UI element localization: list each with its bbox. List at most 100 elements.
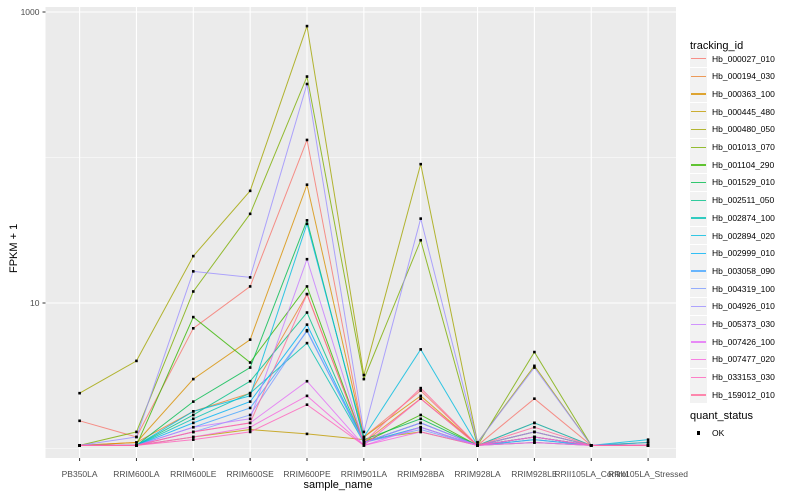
legend-item: Hb_002999_010 <box>690 244 775 262</box>
data-point <box>192 290 195 293</box>
data-point <box>589 444 593 447</box>
data-point <box>305 323 309 326</box>
legend-key-line-icon <box>690 280 707 298</box>
legend-item: Hb_033153_030 <box>690 368 775 386</box>
data-point <box>192 377 195 381</box>
data-point <box>419 389 422 392</box>
data-point <box>248 366 252 369</box>
data-point <box>305 82 309 86</box>
data-point <box>419 413 422 417</box>
data-point <box>305 285 309 288</box>
data-point <box>135 441 138 444</box>
x-tick-label: RRIM928BA <box>397 469 445 479</box>
data-point <box>192 315 195 319</box>
legend-key-color <box>691 181 706 184</box>
legend-key-line-icon <box>690 262 707 280</box>
data-point <box>192 417 195 421</box>
data-point <box>192 413 195 417</box>
data-point <box>135 444 138 447</box>
data-point <box>419 397 422 400</box>
legend-key-line-icon <box>690 85 707 103</box>
legend-item-quant: OK <box>690 424 724 442</box>
data-point <box>78 391 81 395</box>
legend-key-color <box>691 75 706 78</box>
legend-key-color <box>691 199 706 201</box>
data-point <box>362 438 366 441</box>
data-point <box>533 350 536 354</box>
black-square-point-icon <box>696 431 701 435</box>
y-axis-tick-labels: 1000 10 <box>21 7 40 308</box>
data-point <box>135 435 138 439</box>
legend-key-color <box>691 376 706 378</box>
data-point <box>533 425 536 429</box>
data-point <box>248 428 252 431</box>
legend-item-label: Hb_000445_480 <box>712 106 775 117</box>
legend-key-point-icon <box>690 424 707 442</box>
data-point <box>248 361 252 364</box>
x-tick-label: PB350LA <box>62 469 98 479</box>
data-point <box>192 421 195 425</box>
data-point <box>419 430 422 434</box>
x-tick-label: RRIM600LE <box>170 469 217 479</box>
legend-item-label: Hb_004926_010 <box>712 301 775 312</box>
data-point <box>248 421 252 425</box>
data-point <box>192 270 195 273</box>
legend-item: Hb_159012_010 <box>690 386 775 404</box>
data-point <box>419 417 422 421</box>
legend-key-color <box>691 93 706 95</box>
legend-item-label: Hb_002511_050 <box>712 195 775 206</box>
x-tick-label: RRII105LA_Control <box>554 469 628 479</box>
y-tick-label: 1000 <box>21 7 40 17</box>
data-point <box>305 75 309 78</box>
major-gridlines <box>45 7 676 458</box>
x-tick-label: RRIM901LA <box>341 469 388 479</box>
x-axis-tick-labels: PB350LA RRIM600LA RRIM600LE RRIM600SE RRIM60… <box>62 469 689 479</box>
legend-item-label: Hb_004319_100 <box>712 283 775 294</box>
x-axis-title: sample_name <box>303 479 373 491</box>
legend-key-color <box>691 323 706 325</box>
legend-key-line-icon <box>690 386 707 404</box>
legend-key-line-icon <box>690 138 707 156</box>
data-point <box>305 257 309 261</box>
data-point <box>192 410 195 413</box>
data-point <box>248 394 252 398</box>
data-point <box>646 444 650 447</box>
data-point <box>192 425 195 429</box>
legend-item: Hb_002874_100 <box>690 209 775 227</box>
y-axis-title: FPKM + 1 <box>8 223 20 273</box>
legend-item: Hb_001529_010 <box>690 173 775 191</box>
data-point <box>305 311 309 314</box>
legend-title-quant-status: quant_status <box>690 410 753 422</box>
minor-gridlines <box>45 157 676 449</box>
legend-key-line-icon <box>690 209 707 227</box>
legend-item: Hb_003058_090 <box>690 262 775 280</box>
data-point <box>646 438 650 441</box>
legend-item-label: Hb_001529_010 <box>712 177 775 188</box>
legend-key-color <box>691 128 706 131</box>
legend-item-label: Hb_000027_010 <box>712 53 775 64</box>
legend-item: Hb_002894_020 <box>690 227 775 245</box>
data-point <box>135 359 138 363</box>
data-point <box>646 441 650 444</box>
legend-key-line-icon <box>690 191 707 209</box>
data-point <box>248 406 252 410</box>
legend-key-color <box>691 270 706 272</box>
data-point <box>248 285 252 288</box>
data-point <box>419 428 422 431</box>
chart-panel <box>45 7 676 458</box>
data-point <box>248 189 252 193</box>
x-tick-label: RRIM928LE <box>511 469 558 479</box>
data-point <box>533 435 536 439</box>
legend-item-label: Hb_033153_030 <box>712 372 775 383</box>
data-point <box>533 397 536 400</box>
data-point <box>533 421 536 425</box>
legend-item-label: Hb_005373_030 <box>712 319 775 329</box>
data-point <box>305 432 309 436</box>
data-point <box>419 348 422 351</box>
data-point <box>419 421 422 425</box>
legend-item-label: Hb_000363_100 <box>712 88 775 99</box>
data-point <box>362 377 366 381</box>
data-point <box>192 438 195 441</box>
data-point <box>192 435 195 439</box>
data-point <box>362 373 366 377</box>
